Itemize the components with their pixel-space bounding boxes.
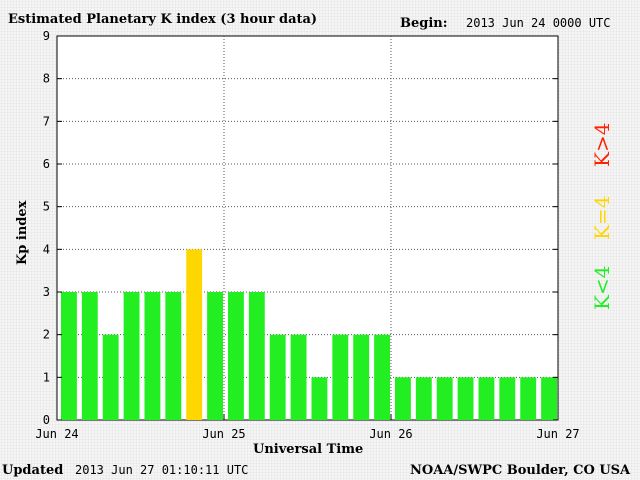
chart-title: Estimated Planetary K index (3 hour data… xyxy=(8,12,317,27)
x-tick-label: Jun 26 xyxy=(369,427,412,441)
kp-bar xyxy=(207,292,223,420)
kp-bar xyxy=(290,334,307,420)
kp-bar xyxy=(123,292,140,420)
kp-bar xyxy=(499,377,516,420)
y-tick-label: 6 xyxy=(43,157,50,171)
kp-bar xyxy=(81,292,98,420)
y-tick-label: 0 xyxy=(43,413,50,427)
kp-bar xyxy=(395,377,411,420)
source-credit: NOAA/SWPC Boulder, CO USA xyxy=(410,463,631,478)
kp-bar xyxy=(228,292,244,420)
y-ticks: 0 1 2 3 4 5 6 7 8 9 xyxy=(43,29,558,427)
kp-bar xyxy=(186,249,203,420)
grid-lines xyxy=(57,36,558,420)
begin-label: Begin: xyxy=(400,16,448,31)
x-tick-label: Jun 27 xyxy=(536,427,579,441)
y-tick-label: 5 xyxy=(43,200,50,214)
kp-bar xyxy=(541,377,557,420)
y-tick-label: 1 xyxy=(43,370,50,384)
kp-bar xyxy=(144,292,161,420)
legend-k-lt-4: K<4 xyxy=(590,266,614,310)
x-ticks: Jun 24 Jun 25 Jun 26 Jun 27 xyxy=(35,414,580,441)
kp-bar xyxy=(332,334,349,420)
y-tick-label: 7 xyxy=(43,114,50,128)
kp-bar xyxy=(374,334,390,420)
x-axis-label: Universal Time xyxy=(253,442,363,457)
kp-bar xyxy=(478,377,495,420)
plot-frame xyxy=(56,35,559,421)
kp-bar xyxy=(353,334,370,420)
y-tick-label: 2 xyxy=(43,328,50,342)
x-tick-label: Jun 25 xyxy=(202,427,245,441)
y-tick-label: 9 xyxy=(43,29,50,43)
kp-bar xyxy=(248,292,265,420)
legend-k-eq-4: K=4 xyxy=(590,196,614,240)
kp-bar xyxy=(436,377,453,420)
kp-bar xyxy=(520,377,537,420)
begin-value: 2013 Jun 24 0000 UTC xyxy=(466,16,611,30)
y-axis-label: Kp index xyxy=(15,200,30,265)
legend: K<4 K=4 K>4 xyxy=(590,123,614,310)
plot-area: 0 1 2 3 4 5 6 7 8 9 Jun 24 Jun 25 Jun 26 Jun 27 xyxy=(35,29,579,441)
y-tick-label: 4 xyxy=(43,242,50,256)
kp-bar xyxy=(415,377,432,420)
kp-bar xyxy=(457,377,474,420)
y-tick-label: 3 xyxy=(43,285,50,299)
x-tick-label: Jun 24 xyxy=(35,427,78,441)
updated-value: 2013 Jun 27 01:10:11 UTC xyxy=(75,463,248,477)
bars xyxy=(61,249,557,420)
legend-k-gt-4: K>4 xyxy=(590,123,614,167)
kp-bar xyxy=(102,334,119,420)
updated-label: Updated xyxy=(2,463,63,478)
kp-bar xyxy=(61,292,77,420)
kp-bar xyxy=(311,377,328,420)
kp-bar xyxy=(269,334,286,420)
y-tick-label: 8 xyxy=(43,72,50,86)
kp-bar xyxy=(165,292,182,420)
